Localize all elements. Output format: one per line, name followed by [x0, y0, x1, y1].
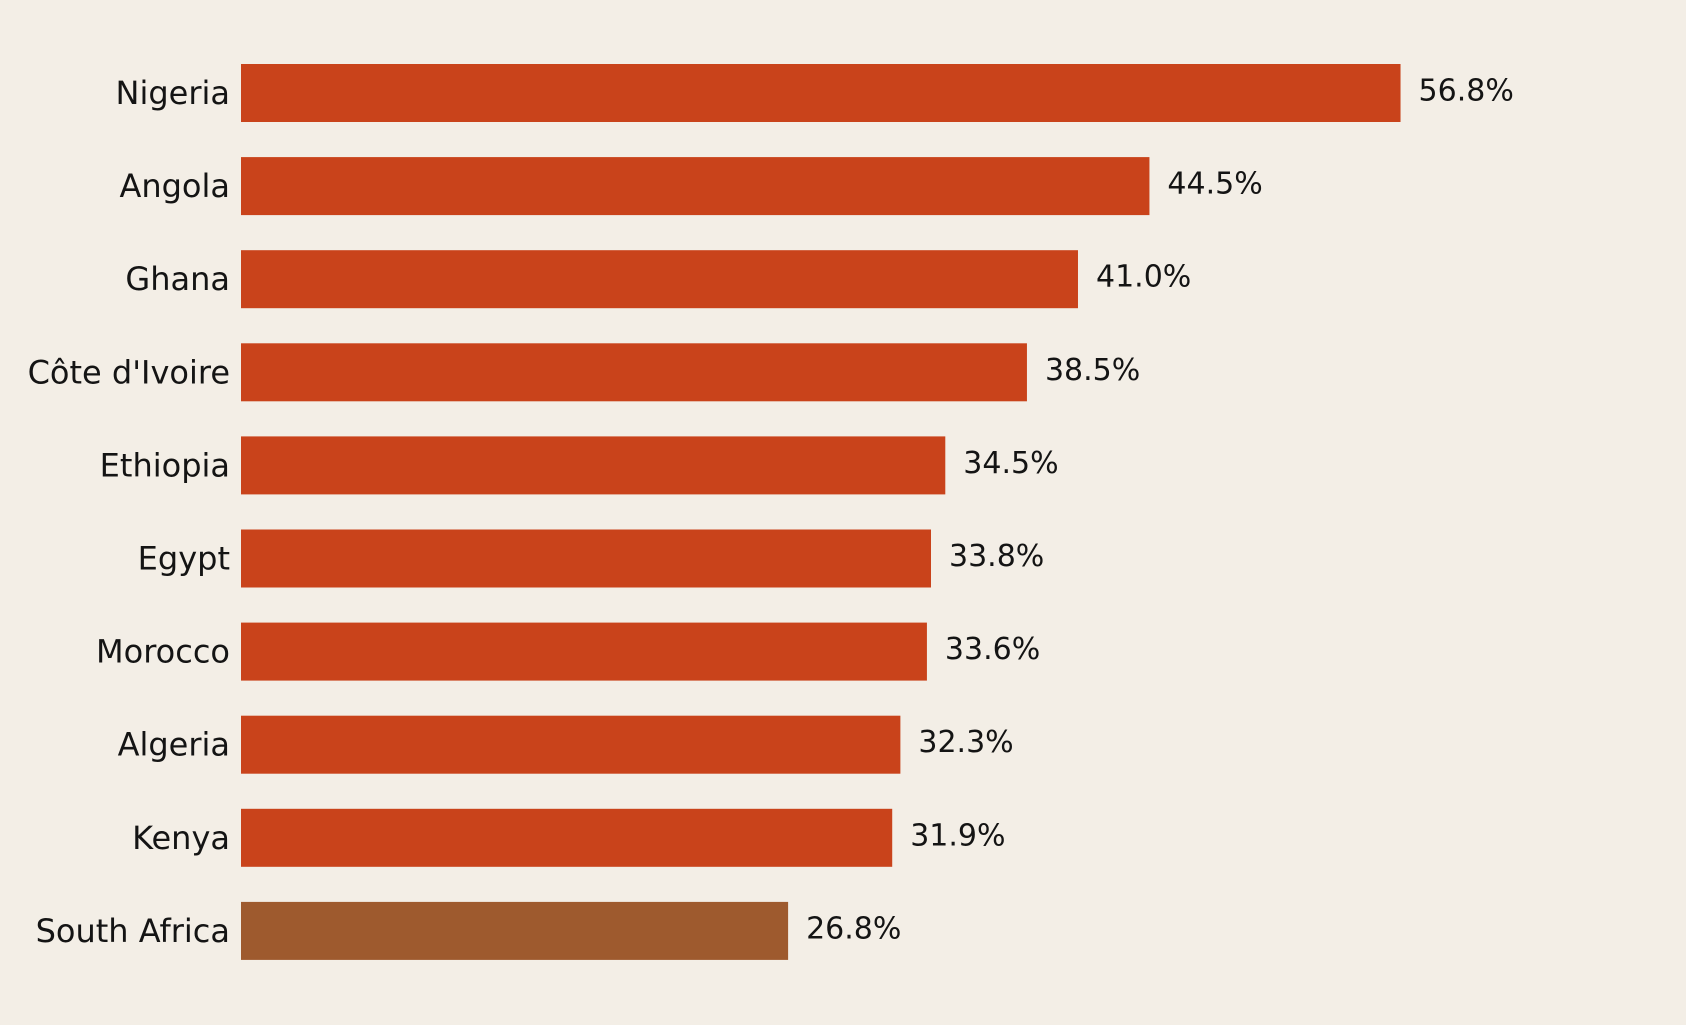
category-label: Ghana	[125, 260, 230, 298]
bars-group	[241, 64, 1401, 960]
value-label: 31.9%	[910, 818, 1005, 853]
value-label: 33.8%	[949, 539, 1044, 574]
bar-south-africa	[241, 901, 789, 960]
category-label: Algeria	[118, 726, 230, 764]
value-label: 34.5%	[963, 446, 1058, 481]
category-label: Morocco	[96, 633, 230, 671]
value-label: 33.6%	[945, 632, 1040, 667]
bar-ghana	[241, 250, 1078, 309]
category-label: Angola	[119, 167, 230, 205]
bar-egypt	[241, 529, 932, 588]
value-labels: 56.8% 44.5% 41.0% 38.5% 34.5% 33.8% 33.6% 32.3%…	[806, 74, 1514, 947]
bar-angola	[241, 157, 1150, 216]
category-label: Côte d'Ivoire	[28, 353, 230, 391]
bar-ethiopia	[241, 436, 946, 495]
value-label: 56.8%	[1419, 74, 1514, 109]
bar-morocco	[241, 622, 927, 681]
category-label: Ethiopia	[100, 446, 230, 484]
bar-c-te-d-ivoire	[241, 343, 1027, 402]
value-label: 26.8%	[806, 911, 901, 946]
value-label: 38.5%	[1045, 353, 1140, 388]
value-label: 41.0%	[1096, 260, 1191, 295]
value-label: 32.3%	[918, 725, 1013, 760]
bar-kenya	[241, 808, 893, 867]
bar-nigeria	[241, 64, 1401, 122]
category-label: Egypt	[138, 540, 230, 578]
value-label: 44.5%	[1167, 167, 1262, 202]
category-label: South Africa	[36, 912, 230, 950]
bar-algeria	[241, 715, 901, 774]
category-label: Nigeria	[116, 74, 230, 112]
category-label: Kenya	[132, 819, 230, 857]
category-labels: Nigeria Angola Ghana Côte d'Ivoire Ethiopia E…	[28, 74, 230, 950]
